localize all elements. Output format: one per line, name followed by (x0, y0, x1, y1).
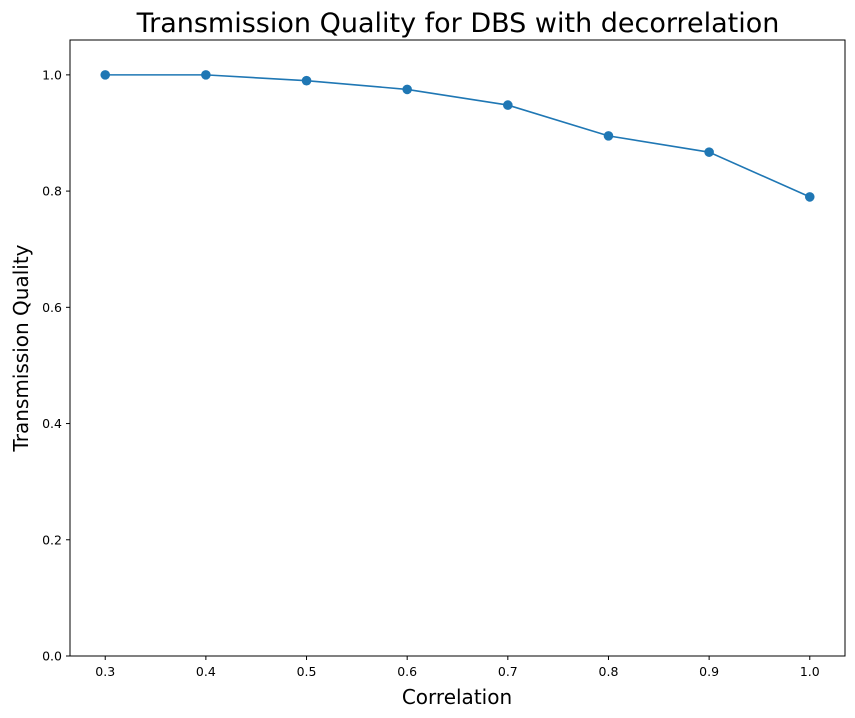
y-tick-label: 0.4 (42, 416, 62, 431)
series-layer (100, 70, 815, 202)
y-tick-label: 0.6 (42, 300, 62, 315)
y-tick-label: 0.8 (42, 184, 62, 199)
x-tick-label: 0.6 (397, 664, 417, 679)
data-point (301, 75, 312, 86)
x-tick-label: 0.4 (196, 664, 216, 679)
x-tick-label: 0.7 (498, 664, 518, 679)
plot-area (69, 39, 846, 657)
y-axis: 0.0 0.2 0.4 0.6 0.8 1.0 (42, 67, 70, 664)
x-tick-label: 0.5 (297, 664, 317, 679)
data-point (201, 70, 211, 80)
y-tick-label: 0.0 (42, 649, 62, 664)
data-point (704, 147, 714, 157)
x-tick-label: 0.8 (599, 664, 619, 679)
data-point (100, 70, 111, 80)
x-tick-label: 0.9 (699, 664, 719, 679)
x-axis-label: Correlation (402, 685, 512, 709)
y-axis-label: Transmission Quality (9, 244, 33, 452)
data-point (503, 100, 513, 110)
x-tick-label: 0.3 (95, 664, 115, 679)
y-tick-label: 0.2 (42, 532, 62, 547)
x-tick-label: 1.0 (800, 664, 820, 679)
data-point (804, 192, 815, 202)
chart-title: Transmission Quality for DBS with decorr… (136, 8, 780, 39)
data-point (603, 131, 614, 141)
y-tick-label: 1.0 (42, 67, 62, 82)
data-point (402, 84, 412, 95)
x-axis: 0.3 0.4 0.5 0.6 0.7 0.8 0.9 1.0 (95, 656, 820, 679)
series-line (105, 74, 811, 198)
